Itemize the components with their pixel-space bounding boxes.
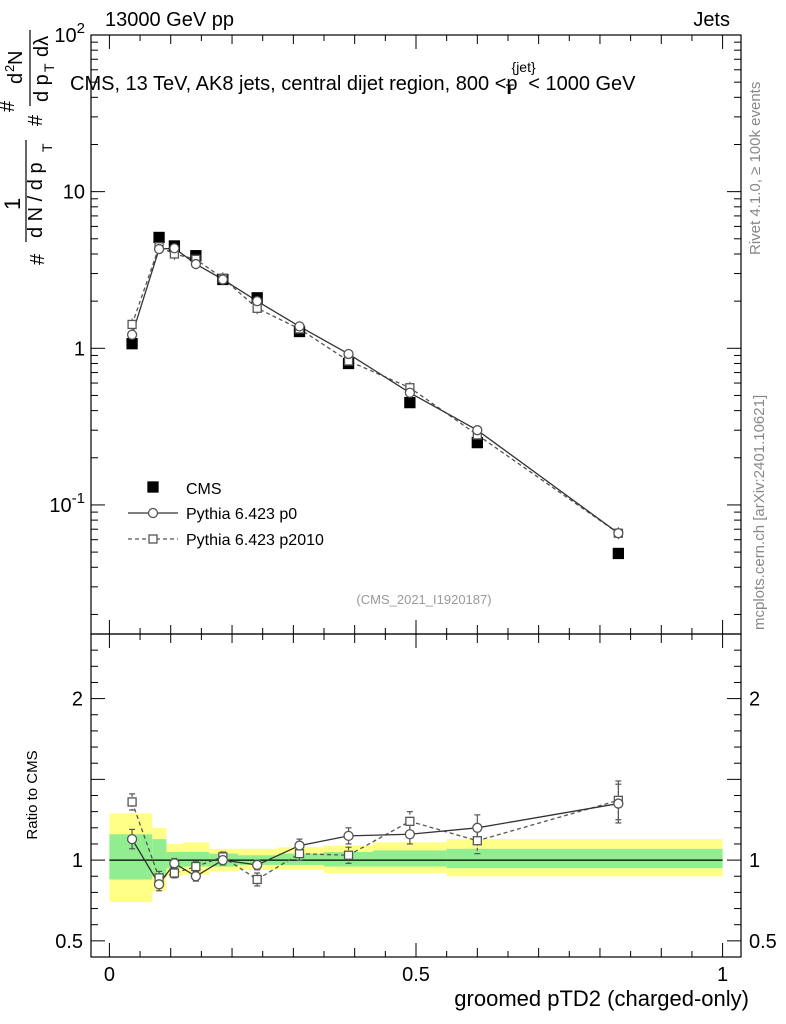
x-tick-label: 1 xyxy=(717,964,728,986)
ratio-y-axis-label-group: Ratio to CMS xyxy=(24,750,41,839)
ratio-p2010-point xyxy=(472,836,482,846)
ratio-p0-point xyxy=(404,829,416,840)
ratio-p0-point xyxy=(153,879,165,890)
main-y-axis-label: # d N / d p T 1 # d p Tdλ # d2N xyxy=(0,30,57,265)
p0-point xyxy=(404,387,416,398)
ratio-p0-point xyxy=(126,833,138,845)
ratio-p0-point xyxy=(252,859,263,871)
p0-point xyxy=(343,348,354,360)
y-tick-label: 10 xyxy=(63,182,85,204)
y-tick-label: 102 xyxy=(54,20,85,47)
p0-point xyxy=(153,243,165,255)
ratio-line-p2010 xyxy=(131,799,619,881)
ratio-y-tick-label-left: 0.5 xyxy=(55,931,83,953)
header-right-label: Jets xyxy=(693,9,730,31)
p0-point xyxy=(613,528,624,539)
y-label-part: # xyxy=(25,114,47,126)
uncertainty-band-inner xyxy=(373,850,447,867)
y-label-part: 1 xyxy=(0,198,25,210)
ratio-p2010-point xyxy=(294,848,305,859)
legend-p0-label: Pythia 6.423 p0 xyxy=(186,506,297,523)
p0-point xyxy=(126,329,138,340)
ratio-p0-point xyxy=(169,858,180,869)
ratio-p0-point xyxy=(343,830,354,842)
y-label-part: # xyxy=(0,100,19,112)
cms-point xyxy=(153,231,165,244)
p0-point xyxy=(190,258,202,270)
ratio-y-tick-label-right: 1 xyxy=(749,850,760,872)
analysis-id-watermark: (CMS_2021_I1920187) xyxy=(356,592,491,607)
uncertainty-band-inner xyxy=(152,839,167,877)
ratio-p2010-point xyxy=(252,874,262,885)
ratio-p2010-point xyxy=(191,861,201,872)
y-label-part: N xyxy=(5,51,27,65)
p0-point xyxy=(252,295,263,307)
legend-cms-marker xyxy=(147,481,159,493)
legend: CMS Pythia 6.423 p0 Pythia 6.423 p2010 xyxy=(128,481,324,549)
ratio-frame xyxy=(90,633,742,958)
ratio-p2010-point xyxy=(127,797,137,807)
ratio-p2010-point xyxy=(343,850,354,860)
ratio-y-tick-label-left: 1 xyxy=(72,850,83,872)
p0-point xyxy=(294,321,305,332)
y-label-part: d p xyxy=(31,74,53,102)
ratio-p0-point xyxy=(190,871,202,882)
p0-point xyxy=(472,425,483,436)
x-tick-label: 0 xyxy=(104,964,115,986)
mcplots-label: mcplots.cern.ch [arXiv:2401.10621] xyxy=(751,395,768,630)
ratio-p0-point xyxy=(613,798,624,809)
ratio-y-tick-label-right: 2 xyxy=(749,689,760,711)
cms-point xyxy=(126,338,138,350)
legend-p0-marker xyxy=(147,507,159,519)
y-label-part: T xyxy=(39,143,55,152)
header-left-label: 13000 GeV pp xyxy=(105,9,234,31)
y-label-part: d xyxy=(5,73,27,84)
uncertainty-band-inner xyxy=(446,848,723,869)
y-tick-label: 10-1 xyxy=(49,490,85,517)
uncertainty-band-inner xyxy=(278,853,325,865)
ratio-y-tick-label-left: 2 xyxy=(72,689,83,711)
x-axis-label: groomed pTD2 (charged-only) xyxy=(454,986,749,1011)
rivet-version-label: Rivet 4.1.0, ≥ 100k events xyxy=(747,82,764,255)
ratio-p0-point xyxy=(472,822,483,833)
chart-title: CMS, 13 TeV, AK8 jets, central dijet reg… xyxy=(70,59,636,97)
ratio-p2010-point xyxy=(169,868,180,878)
ratio-p0-point xyxy=(217,854,228,866)
p0-point xyxy=(217,274,228,285)
y-label-part: 2 xyxy=(2,65,17,72)
cms-point xyxy=(404,396,416,409)
p2010-point xyxy=(127,319,137,330)
ratio-panel: 0.5 0.5 1 1 2 2 0 0.5 1 Ratio to CMS groomed pTD2 … xyxy=(24,633,777,1011)
main-panel: 10-1 1 10 102 CMS, 13 TeV, AK8 jets, central… xyxy=(0,20,742,635)
y-tick-label: 1 xyxy=(74,338,85,360)
y-label-part: dλ xyxy=(31,36,53,57)
rivet-version-label-group: Rivet 4.1.0, ≥ 100k events xyxy=(747,82,764,255)
legend-p2010-marker xyxy=(148,534,158,544)
y-label-part: # xyxy=(27,253,49,265)
y-label-part: d N / d p xyxy=(25,162,47,238)
legend-p2010-label: Pythia 6.423 p2010 xyxy=(186,532,324,549)
ratio-y-axis-label: Ratio to CMS xyxy=(24,750,41,839)
ratio-p0-point xyxy=(294,840,305,851)
uncertainty-band-inner xyxy=(182,852,210,867)
y-label-part: T xyxy=(41,63,57,72)
legend-cms-label: CMS xyxy=(186,481,222,498)
ratio-p2010-point xyxy=(405,816,415,826)
x-tick-label: 0.5 xyxy=(402,964,430,986)
p0-point xyxy=(169,243,180,254)
ratio-y-tick-label-right: 0.5 xyxy=(749,931,777,953)
cms-point xyxy=(612,547,625,560)
mcplots-label-group: mcplots.cern.ch [arXiv:2401.10621] xyxy=(751,395,768,630)
